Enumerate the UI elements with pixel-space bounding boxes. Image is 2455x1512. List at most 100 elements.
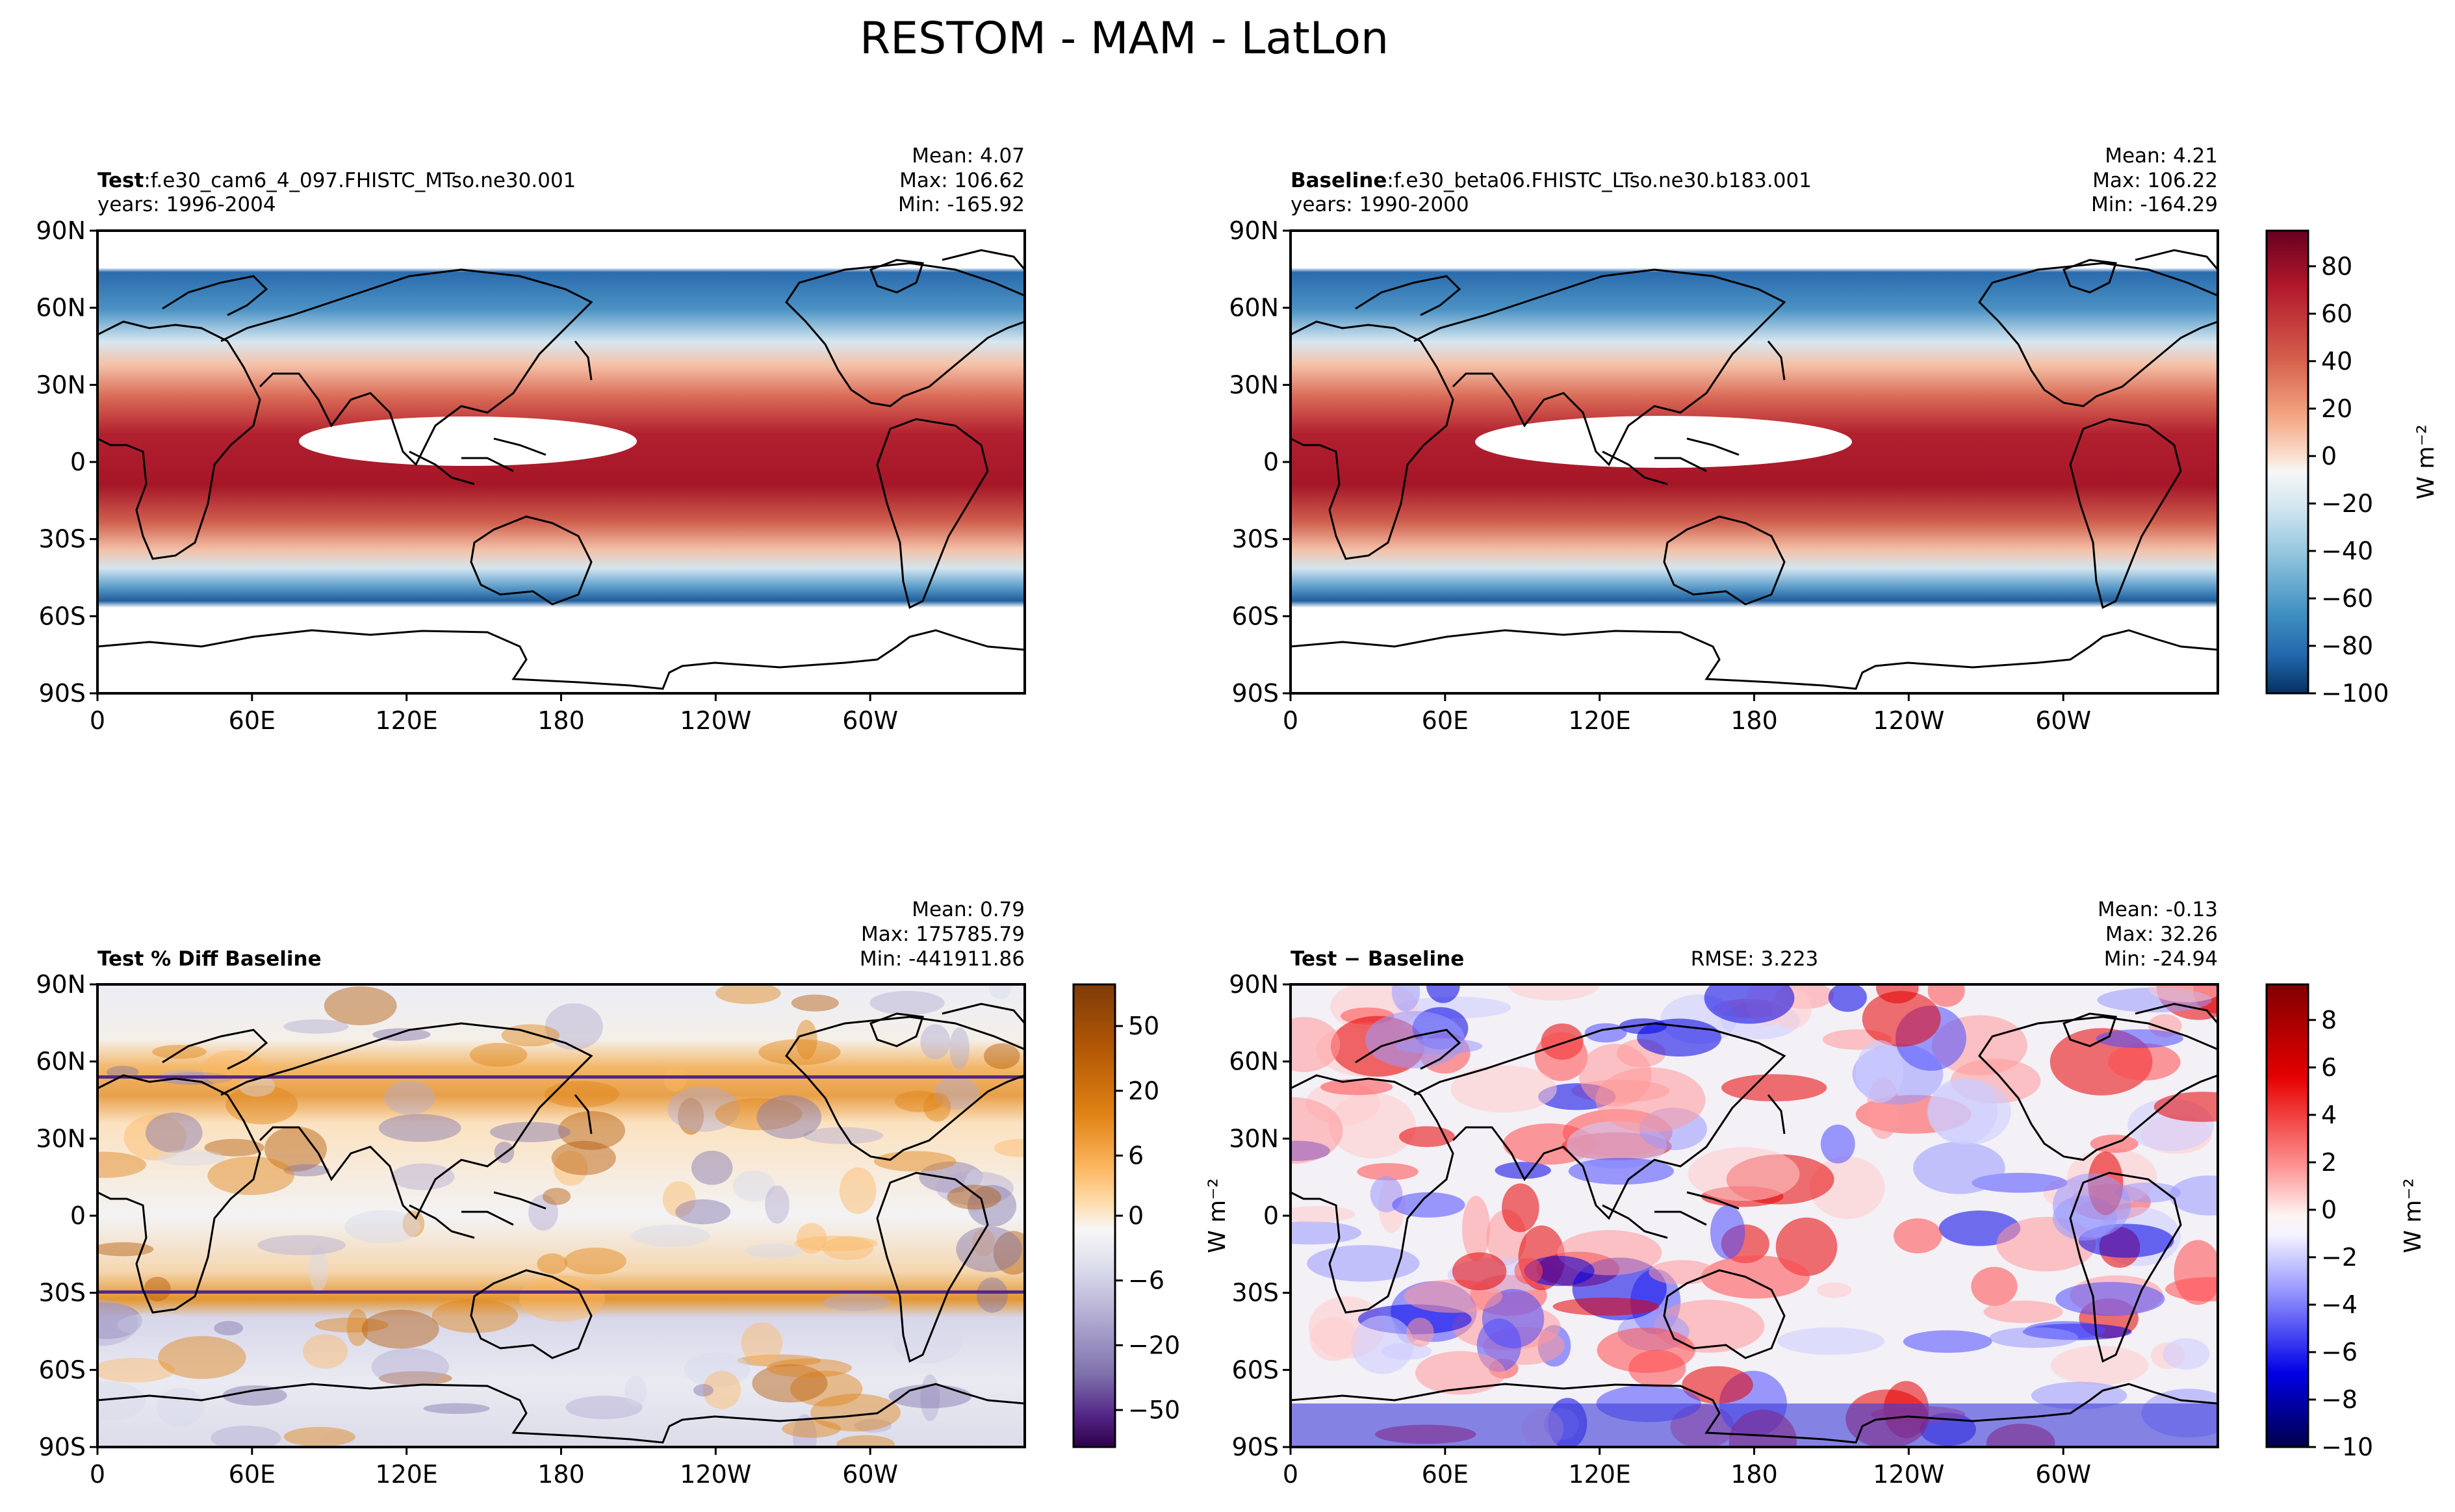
anomaly-blob — [1391, 984, 1420, 1012]
lon-tick-label: 60E — [229, 706, 276, 735]
anomaly-blob — [1450, 1065, 1557, 1113]
colorbar-tick-label: −60 — [2321, 584, 2373, 613]
colorbar-diff — [2265, 983, 2309, 1448]
anomaly-blob — [1927, 984, 1965, 1007]
lat-tick-label: 60S — [1232, 1355, 1279, 1384]
panel-pctdiff-field — [97, 984, 1025, 1447]
lat-tick-label: 0 — [1263, 448, 1279, 476]
lon-tick-label: 60W — [842, 706, 898, 735]
pctdiff-blob — [97, 1151, 147, 1178]
pctdiff-blob — [501, 1024, 560, 1047]
lon-tick-label: 0 — [1283, 1460, 1298, 1489]
pctdiff-blob — [157, 1149, 225, 1166]
lat-tick-label: 0 — [1263, 1201, 1279, 1230]
anomaly-blob — [2148, 984, 2218, 1003]
pctdiff-blob — [810, 1393, 901, 1432]
pctdiff-blob — [207, 1156, 295, 1196]
lon-tick-label: 120W — [1873, 706, 1944, 735]
pctdiff-blob — [371, 1348, 449, 1386]
anomaly-blob — [2096, 1029, 2183, 1048]
panel-baseline-warm-pool-mask — [1475, 416, 1852, 468]
pctdiff-blob — [97, 1300, 138, 1346]
pctdiff-blob — [564, 1248, 626, 1275]
pctdiff-blob — [792, 1414, 817, 1447]
colorbar-restom-label: W m⁻² — [2413, 424, 2439, 500]
anomaly-blob — [1578, 1044, 1652, 1107]
pctdiff-blob — [97, 1302, 142, 1339]
lon-tick-label: 0 — [90, 1460, 105, 1489]
lon-tick-label: 60E — [229, 1460, 276, 1489]
panel-diff-stat-mean: Mean: -0.13 — [2098, 898, 2218, 921]
anomaly-blob — [2108, 1043, 2181, 1081]
colorbar-tick-label: 6 — [2321, 1053, 2337, 1082]
lat-tick-label: 60N — [1229, 1047, 1279, 1076]
pctdiff-blob — [919, 1161, 983, 1193]
pctdiff-blob — [967, 1185, 1017, 1227]
pctdiff-blob — [257, 1235, 346, 1255]
lat-tick-label: 90S — [1232, 679, 1279, 708]
anomaly-blob — [1688, 1147, 1800, 1201]
lon-tick-label: 120E — [1568, 706, 1631, 735]
anomaly-blob — [2163, 1338, 2210, 1370]
pctdiff-blob — [934, 1077, 979, 1110]
panel-baseline-stat-mean: Mean: 4.21 — [2105, 144, 2218, 168]
pctdiff-blob — [489, 1121, 571, 1142]
anomaly-blob — [1777, 1327, 1885, 1355]
anomaly-blob — [1495, 1162, 1551, 1179]
lat-tick-label: 90S — [39, 679, 86, 708]
colorbar-tick-label: −2 — [2321, 1243, 2358, 1272]
pctdiff-blob — [693, 1384, 713, 1397]
panel-pctdiff-stat-max: Max: 175785.79 — [861, 923, 1025, 946]
anomaly-blob — [1989, 1327, 2079, 1348]
anomaly-blob — [1307, 1245, 1420, 1282]
panel-baseline: Baseline:f.e30_beta06.FHISTC_LTso.ne30.b… — [1229, 144, 2439, 735]
anomaly-blob — [2153, 1092, 2218, 1122]
lat-tick-label: 90N — [1229, 970, 1279, 999]
pctdiff-blob — [554, 1151, 588, 1186]
pctdiff-blob — [519, 1275, 606, 1322]
colorbar-tick-label: −4 — [2321, 1290, 2358, 1319]
anomaly-blob — [2169, 1175, 2218, 1216]
anomaly-blob — [1452, 1252, 1507, 1290]
pctdiff-blob — [631, 1224, 710, 1248]
pctdiff-blob — [117, 1313, 193, 1337]
panel-diff-stat-max: Max: 32.26 — [2105, 923, 2218, 946]
anomaly-blob — [1971, 1266, 2018, 1306]
colorbar-tick-label: 8 — [2321, 1006, 2337, 1034]
pctdiff-blob — [869, 990, 945, 1016]
pctdiff-blob — [225, 1085, 298, 1125]
anomaly-blob — [1855, 1040, 1903, 1103]
pctdiff-blob — [984, 1043, 1020, 1070]
pctdiff-blob — [537, 1253, 567, 1274]
lat-tick-label: 0 — [70, 448, 86, 476]
pctdiff-blob — [542, 1188, 571, 1205]
anomaly-blob — [1701, 1255, 1810, 1299]
pctdiff-blob — [796, 1223, 827, 1254]
lat-tick-label: 60S — [1232, 602, 1279, 630]
pctdiff-blob — [947, 1185, 1001, 1210]
anomaly-blob — [2050, 1345, 2149, 1385]
pctdiff-blob — [971, 1228, 995, 1257]
pctdiff-blob — [469, 1042, 528, 1067]
pctdiff-blob — [756, 1095, 822, 1139]
anomaly-blob — [1351, 1315, 1414, 1374]
lat-tick-label: 30N — [1229, 1124, 1279, 1153]
lat-tick-label: 60N — [36, 294, 86, 322]
anomaly-blob — [1291, 1221, 1361, 1245]
anomaly-blob — [1514, 1257, 1543, 1285]
lat-tick-label: 90S — [1232, 1433, 1279, 1461]
anomaly-blob — [1392, 1192, 1465, 1218]
panel-baseline-stat-min: Min: -164.29 — [2091, 193, 2218, 216]
colorbar-diff-label: W m⁻² — [2400, 1178, 2426, 1253]
anomaly-blob — [1291, 1097, 1343, 1164]
pctdiff-blob — [791, 994, 839, 1012]
anomaly-blob — [1903, 1330, 1992, 1353]
colorbar-pctdiff-label: W m⁻² — [1204, 1178, 1231, 1253]
colorbar-tick-label: 2 — [2321, 1148, 2337, 1177]
lat-tick-label: 30S — [39, 1279, 86, 1307]
panel-diff-lat-ticks: 90N 60N 30N 0 30S 60S 90S — [1229, 970, 1291, 1461]
anomaly-blob — [2031, 1381, 2127, 1410]
anomaly-blob — [1828, 984, 1867, 1012]
lat-tick-label: 30S — [1232, 525, 1279, 554]
pctdiff-blob — [803, 1127, 884, 1144]
